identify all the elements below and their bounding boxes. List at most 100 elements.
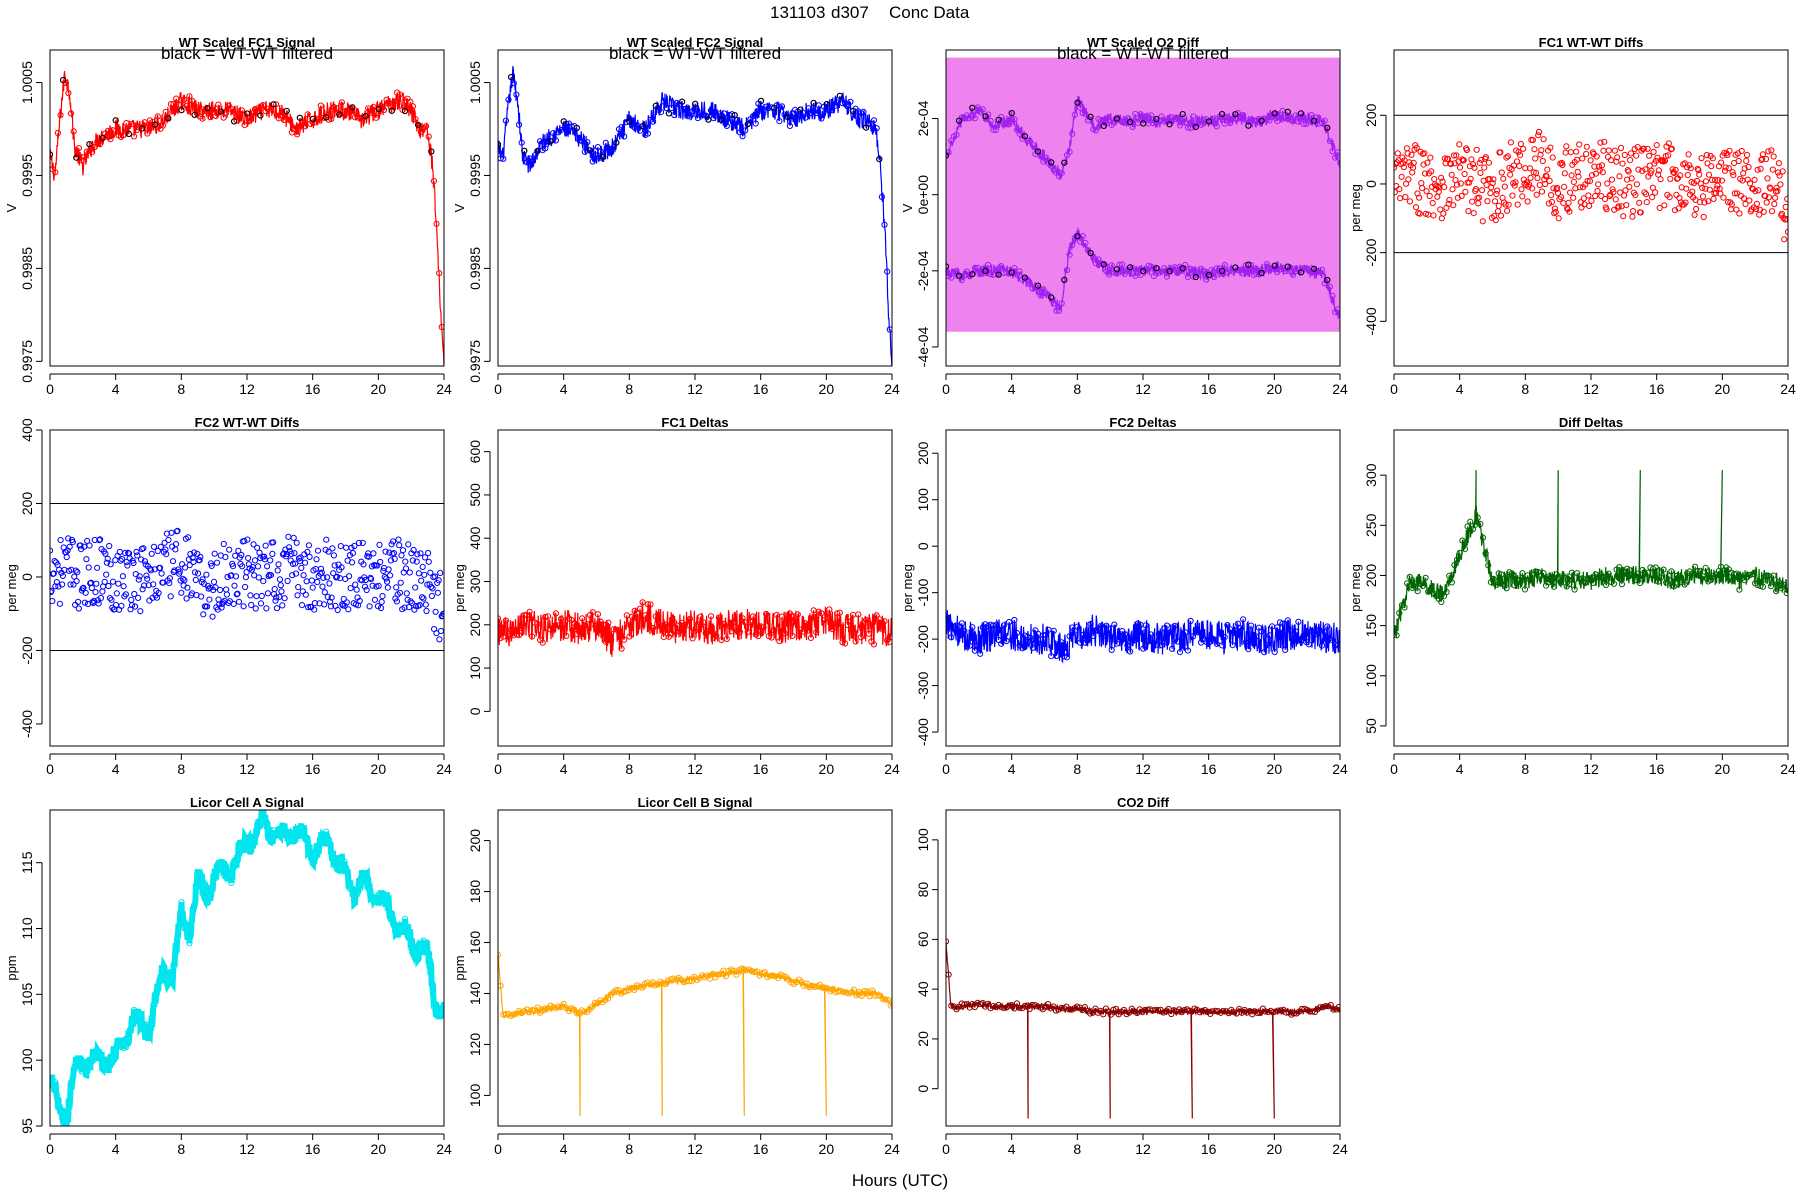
x-tick-label: 8 xyxy=(625,381,633,397)
data-point xyxy=(1003,121,1010,128)
filtered-point xyxy=(982,113,989,120)
x-tick-label: 4 xyxy=(560,381,568,397)
chart-title: FC2 WT-WT Diffs xyxy=(195,415,300,430)
data-point xyxy=(1461,546,1469,553)
data-point xyxy=(204,899,211,907)
data-point xyxy=(1321,629,1328,636)
data-point xyxy=(529,158,536,165)
data-point xyxy=(1482,550,1489,557)
data-point xyxy=(254,544,261,551)
data-point xyxy=(428,583,435,591)
data-point xyxy=(162,108,169,116)
data-point xyxy=(414,551,421,558)
data-point xyxy=(1780,214,1787,222)
data-point xyxy=(650,624,657,632)
data-point xyxy=(387,557,394,564)
data-point xyxy=(125,549,132,557)
filtered-point xyxy=(1100,122,1107,130)
data-point xyxy=(500,155,507,162)
y-axis-label: per meg xyxy=(1348,184,1363,232)
data-point xyxy=(1203,638,1210,645)
data-point xyxy=(555,1003,562,1010)
data-point xyxy=(1631,576,1639,584)
data-point xyxy=(1330,1006,1337,1013)
data-point xyxy=(584,139,591,146)
data-point xyxy=(1456,141,1463,148)
data-point xyxy=(946,618,952,625)
y-tick-label: 0e+00 xyxy=(915,175,931,215)
data-point xyxy=(1627,157,1634,164)
data-point xyxy=(391,555,398,563)
data-point xyxy=(552,610,560,617)
x-tick-label: 8 xyxy=(177,761,185,777)
data-point xyxy=(65,89,72,97)
data-point xyxy=(186,562,193,569)
data-point xyxy=(321,589,328,596)
data-point xyxy=(689,635,696,642)
data-point xyxy=(289,572,296,579)
data-point xyxy=(128,1019,135,1026)
filtered-point xyxy=(639,123,646,130)
data-point xyxy=(127,606,134,613)
data-point xyxy=(349,888,356,895)
data-point xyxy=(275,561,282,568)
plot-area xyxy=(1394,470,1788,639)
data-point xyxy=(1179,634,1186,642)
data-point xyxy=(381,573,388,581)
data-point xyxy=(1697,567,1704,574)
y-tick-label: 115 xyxy=(19,851,35,874)
data-point xyxy=(270,539,277,546)
data-point xyxy=(379,593,386,600)
data-point xyxy=(298,602,306,609)
filtered-point xyxy=(995,271,1002,278)
y-axis-label: ppm xyxy=(4,955,19,980)
data-point xyxy=(93,580,100,587)
data-point xyxy=(865,630,872,637)
data-point xyxy=(1451,160,1458,167)
data-point xyxy=(1092,1005,1099,1012)
data-point xyxy=(1757,165,1764,172)
data-point xyxy=(1511,182,1518,189)
data-point xyxy=(881,618,888,625)
data-point xyxy=(1733,570,1740,577)
data-point xyxy=(1587,575,1594,582)
data-point xyxy=(1401,604,1408,611)
data-point xyxy=(1603,206,1610,213)
data-point xyxy=(429,585,436,592)
filtered-point xyxy=(1021,133,1029,140)
data-point xyxy=(1479,534,1487,541)
data-point xyxy=(304,548,311,556)
data-point xyxy=(591,999,599,1006)
data-point xyxy=(1438,598,1445,606)
data-point xyxy=(124,562,131,569)
data-point xyxy=(1560,573,1568,580)
data-point xyxy=(99,1066,106,1073)
data-point xyxy=(1605,570,1612,577)
data-point xyxy=(399,547,407,554)
data-point xyxy=(1625,168,1632,175)
data-point xyxy=(1545,200,1553,207)
data-point xyxy=(1184,124,1192,131)
data-point xyxy=(1519,570,1526,577)
data-point xyxy=(1740,195,1748,202)
plot-frame xyxy=(497,49,893,367)
data-point xyxy=(1082,239,1089,246)
data-point xyxy=(1467,518,1474,525)
data-point xyxy=(102,550,109,557)
x-tick-label: 12 xyxy=(1583,381,1599,397)
data-point xyxy=(402,565,410,572)
data-point xyxy=(258,592,265,600)
data-point xyxy=(66,543,73,550)
data-point xyxy=(1682,199,1689,206)
data-point xyxy=(650,118,657,125)
data-point xyxy=(1069,241,1076,249)
data-point xyxy=(162,546,169,553)
data-point xyxy=(1588,197,1595,204)
data-point xyxy=(380,897,388,904)
data-point xyxy=(1770,153,1777,160)
data-point xyxy=(235,598,243,605)
data-point xyxy=(948,137,955,144)
filtered-point xyxy=(498,141,502,148)
data-point xyxy=(176,568,183,575)
